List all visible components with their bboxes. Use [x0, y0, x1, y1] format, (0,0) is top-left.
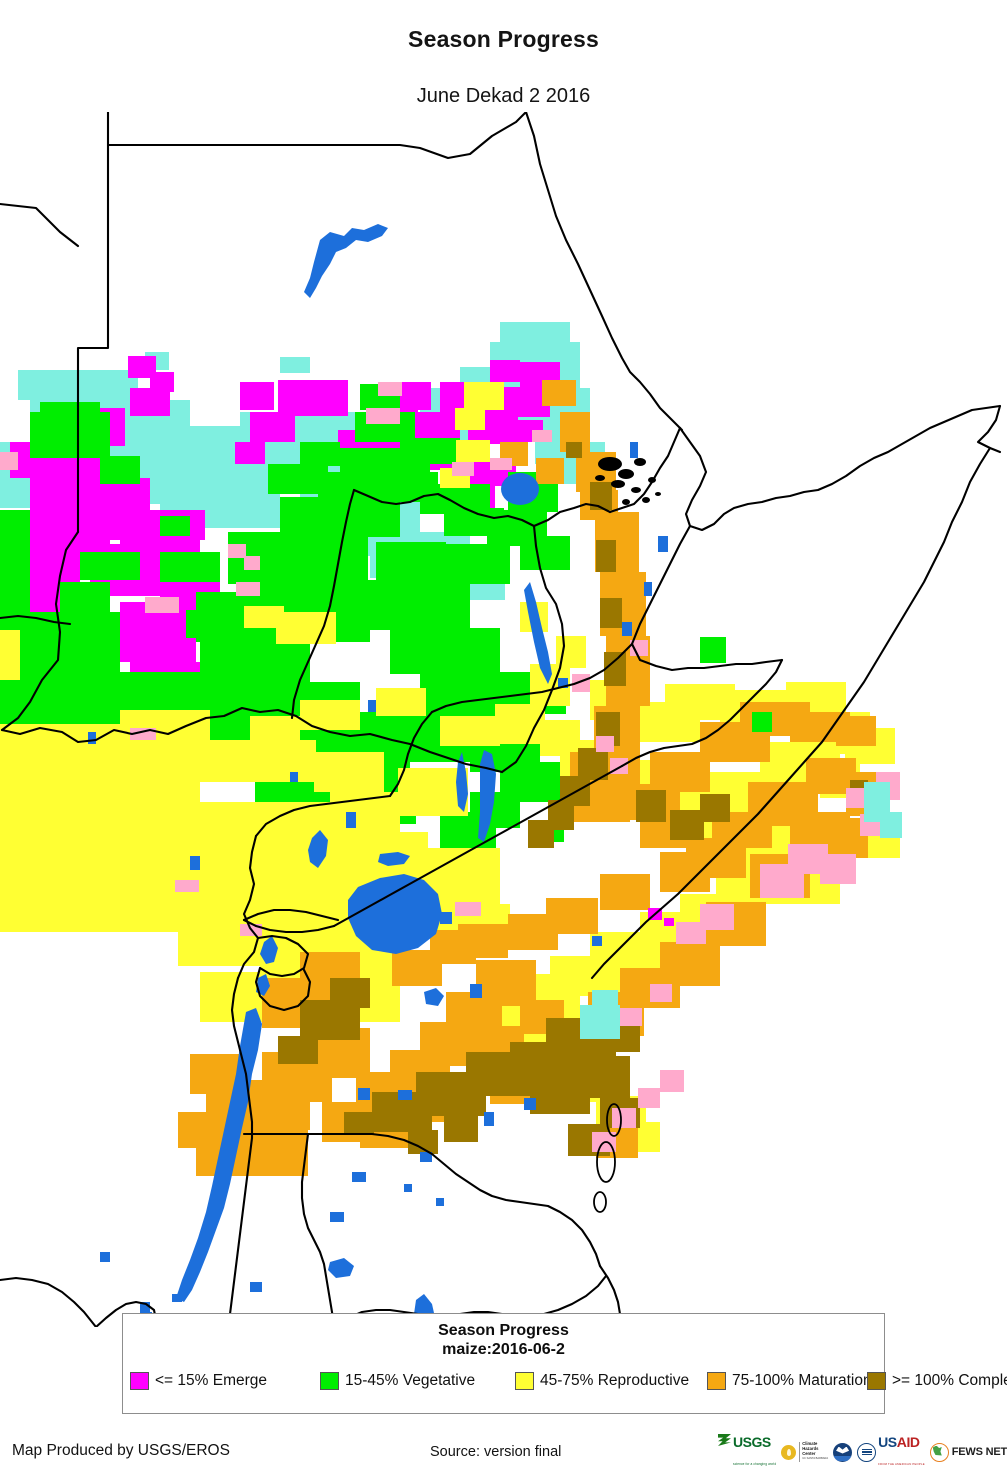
legend-item-complete[interactable]: >= 100% Complete	[867, 1370, 1007, 1391]
legend-swatch-maturation	[707, 1371, 726, 1390]
water-bodies-layer	[88, 224, 668, 1327]
legend-title: Season Progress	[438, 1322, 569, 1339]
season-progress-raster-map[interactable]	[0, 112, 1007, 1327]
zanzibar-islands	[593, 1103, 622, 1213]
fews-net-text: FEWS NET	[951, 1446, 1007, 1458]
globe-icon	[929, 1442, 949, 1462]
usgs-logo: USGS science for a changing world	[718, 1434, 776, 1470]
legend-swatch-complete	[867, 1371, 886, 1390]
class-complete	[278, 442, 868, 1156]
legend-label-reproductive: 45-75% Reproductive	[540, 1371, 690, 1389]
usaid-logo: USAID FROM THE AMERICAN PEOPLE	[857, 1434, 925, 1470]
legend-item-emerge[interactable]: <= 15% Emerge	[130, 1370, 320, 1391]
legend-label-emerge: <= 15% Emerge	[155, 1371, 268, 1389]
legend-subtitle: maize:2016-06-2	[442, 1341, 565, 1358]
legend-swatch-emerge	[130, 1371, 149, 1390]
seal-bar-1	[861, 1448, 872, 1451]
legend-item-vegetative[interactable]: 15-45% Vegetative	[320, 1370, 515, 1391]
usaid-aid: AID	[896, 1434, 920, 1450]
usaid-us: US	[878, 1434, 897, 1450]
map-legend: Season Progress maize:2016-06-2 <= 15% E…	[122, 1313, 1007, 1414]
usgs-logo-tagline: science for a changing world	[733, 1462, 777, 1466]
country-boundaries-layer	[0, 112, 1002, 1327]
page-footer: Map Produced by USGS/EROS Source: versio…	[0, 1434, 1007, 1473]
water-drop-icon	[781, 1444, 797, 1460]
page-header: Season Progress June Dekad 2 2016	[0, 0, 1007, 115]
chc-line-1: Climate	[802, 1441, 818, 1447]
class-yet-to-start-enclave	[580, 782, 902, 1039]
usaid-tagline: FROM THE AMERICAN PEOPLE	[878, 1462, 925, 1466]
noaa-logo	[833, 1442, 853, 1462]
map-canvas[interactable]	[0, 112, 1007, 1327]
usaid-seal-icon	[857, 1442, 877, 1462]
chc-line-3: Center	[802, 1450, 816, 1456]
legend-item-maturation[interactable]: 75-100% Maturation	[707, 1370, 872, 1391]
legend-swatch-vegetative	[320, 1371, 339, 1390]
footer-logo-strip: USGS science for a changing world Climat…	[718, 1434, 1007, 1470]
chc-logo: Climate Hazards Center UC SANTA BARBARA	[781, 1441, 829, 1462]
footer-source: Source: version final	[430, 1444, 562, 1460]
chc-logo-text: Climate Hazards Center UC SANTA BARBARA	[799, 1441, 829, 1462]
chc-tagline: UC SANTA BARBARA	[802, 1457, 829, 1461]
dahlak-archipelago	[595, 457, 661, 505]
legend-items: <= 15% Emerge 15-45% Vegetative 45-75% R…	[130, 1370, 1007, 1391]
noaa-seal-icon	[833, 1442, 853, 1462]
usaid-logo-text: USAID	[878, 1434, 920, 1450]
usgs-logo-text: USGS	[733, 1434, 771, 1450]
noaa-wave-icon	[833, 1455, 853, 1461]
page-title: Season Progress	[408, 26, 599, 52]
fews-net-logo: FEWS NET	[929, 1442, 1007, 1462]
legend-label-vegetative: 15-45% Vegetative	[345, 1371, 476, 1389]
globe-landmass	[932, 1445, 942, 1456]
usgs-wave-icon	[718, 1434, 731, 1446]
chc-line-2: Hazards	[802, 1445, 819, 1451]
legend-swatch-reproductive	[515, 1371, 534, 1390]
seal-bar-2	[861, 1451, 872, 1453]
noaa-bird-icon	[836, 1446, 850, 1454]
footer-credit: Map Produced by USGS/EROS	[12, 1442, 230, 1459]
drop-inner	[786, 1448, 791, 1456]
page-subtitle: June Dekad 2 2016	[416, 85, 591, 107]
legend-label-maturation: 75-100% Maturation	[732, 1371, 872, 1389]
legend-label-complete: >= 100% Complete	[892, 1371, 1007, 1389]
seal-bar-3	[861, 1453, 872, 1456]
raster-classification-layer	[0, 322, 902, 1176]
legend-item-reproductive[interactable]: 45-75% Reproductive	[515, 1370, 707, 1391]
